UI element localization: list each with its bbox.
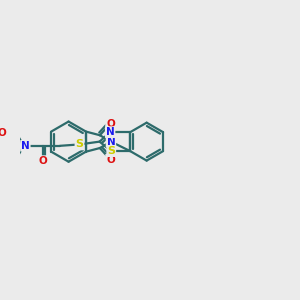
Text: N: N [106, 127, 115, 137]
Text: O: O [106, 155, 115, 165]
Text: N: N [106, 136, 115, 147]
Text: O: O [106, 118, 115, 128]
Text: S: S [76, 140, 83, 149]
Text: O: O [38, 156, 47, 166]
Text: O: O [0, 128, 6, 138]
Text: N: N [21, 141, 30, 151]
Text: S: S [107, 146, 115, 156]
